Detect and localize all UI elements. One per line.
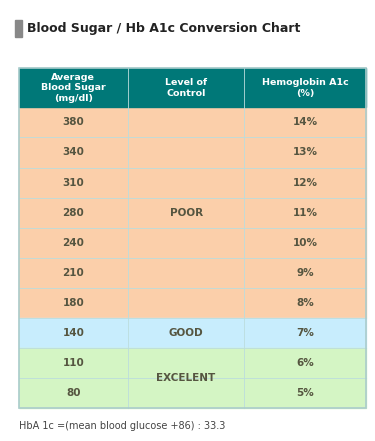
Text: 340: 340 [63, 147, 84, 157]
Text: 310: 310 [63, 178, 84, 187]
Bar [244, 168, 366, 198]
Text: 380: 380 [63, 117, 84, 127]
Bar [19, 228, 128, 258]
Text: Average
Blood Sugar
(mg/dl): Average Blood Sugar (mg/dl) [41, 73, 106, 103]
Bar [128, 258, 244, 288]
Text: EXCELENT: EXCELENT [156, 373, 216, 383]
Bar [128, 378, 244, 408]
Bar [128, 348, 244, 378]
Bar [244, 228, 366, 258]
Text: 11%: 11% [292, 208, 317, 217]
Bar [128, 288, 244, 318]
Bar [19, 68, 366, 408]
Bar [19, 378, 128, 408]
Text: Level of
Control: Level of Control [165, 78, 207, 97]
Bar [19, 348, 128, 378]
Text: Blood Sugar / Hb A1c Conversion Chart: Blood Sugar / Hb A1c Conversion Chart [27, 22, 301, 35]
Bar [19, 198, 128, 228]
Text: POOR: POOR [170, 208, 202, 217]
Text: HbA 1c =(mean blood glucose +86) : 33.3: HbA 1c =(mean blood glucose +86) : 33.3 [19, 421, 225, 431]
Text: 10%: 10% [292, 238, 317, 248]
Bar [19, 68, 128, 108]
Bar [128, 228, 244, 258]
Bar [244, 258, 366, 288]
Bar [244, 378, 366, 408]
Bar [128, 108, 244, 138]
Text: 80: 80 [66, 388, 81, 398]
Text: 210: 210 [63, 268, 84, 278]
Bar [244, 198, 366, 228]
Bar [15, 20, 22, 37]
Bar [128, 198, 244, 228]
Bar [128, 318, 244, 348]
Text: 8%: 8% [296, 298, 314, 308]
Bar [244, 108, 366, 138]
Text: 180: 180 [63, 298, 84, 308]
Text: 280: 280 [63, 208, 84, 217]
Text: 9%: 9% [296, 268, 314, 278]
Bar [19, 258, 128, 288]
Text: 140: 140 [63, 328, 84, 338]
Text: 14%: 14% [292, 117, 318, 127]
Text: 7%: 7% [296, 328, 314, 338]
Bar [244, 288, 366, 318]
Bar [244, 318, 366, 348]
Bar [244, 68, 366, 108]
Text: Hemoglobin A1c
(%): Hemoglobin A1c (%) [261, 78, 348, 97]
Bar [19, 318, 128, 348]
Text: 12%: 12% [292, 178, 317, 187]
Bar [128, 138, 244, 168]
Text: 240: 240 [63, 238, 84, 248]
Text: 110: 110 [63, 358, 84, 368]
Text: GOOD: GOOD [169, 328, 203, 338]
Bar [128, 68, 244, 108]
Bar [19, 168, 128, 198]
Text: 5%: 5% [296, 388, 314, 398]
Bar [19, 108, 128, 138]
Text: 6%: 6% [296, 358, 314, 368]
Bar [128, 168, 244, 198]
Bar [244, 348, 366, 378]
Bar [19, 288, 128, 318]
Bar [244, 138, 366, 168]
Bar [19, 138, 128, 168]
Text: 13%: 13% [292, 147, 317, 157]
